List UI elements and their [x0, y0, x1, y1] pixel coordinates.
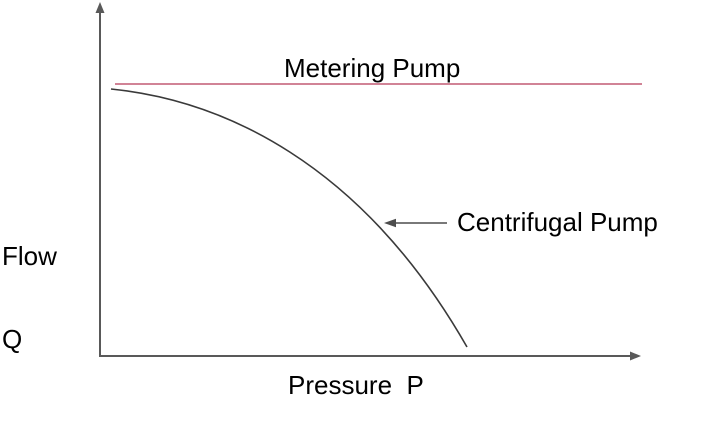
x-axis-label: Pressure P [288, 370, 424, 400]
x-axis-arrowhead [630, 351, 641, 361]
metering-pump-label: Metering Pump [284, 53, 461, 83]
y-axis-arrowhead [95, 2, 105, 13]
y-axis-label: Flow Q [2, 191, 57, 409]
centrifugal-pump-label: Centrifugal Pump [457, 207, 658, 237]
centrifugal-pump-curve [110, 88, 468, 348]
annotation-arrowhead-icon [384, 218, 396, 228]
y-axis-label-q: Q [2, 324, 23, 354]
y-axis-label-flow: Flow [2, 241, 57, 271]
